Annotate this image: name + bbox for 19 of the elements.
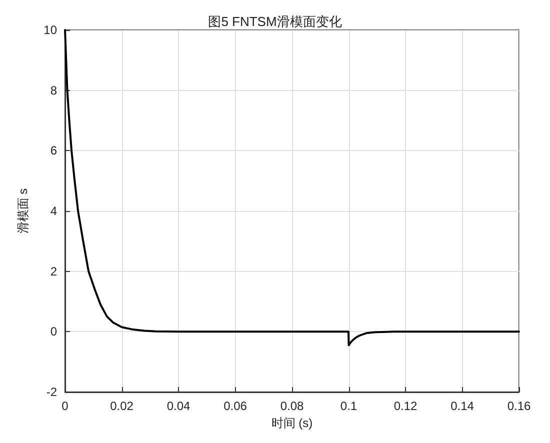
x-tick-label: 0.04 bbox=[166, 399, 190, 413]
x-tick-label: 0.1 bbox=[340, 399, 358, 413]
x-tick-label: 0.06 bbox=[224, 399, 248, 413]
y-tick-label: -2 bbox=[46, 385, 58, 399]
x-tick-label: 0.16 bbox=[507, 399, 531, 413]
y-tick-label: 0 bbox=[50, 324, 58, 339]
y-tick-label: 2 bbox=[50, 264, 58, 278]
x-tick-label: 0.12 bbox=[394, 399, 418, 413]
x-axis-title: 时间 (s) bbox=[271, 416, 313, 430]
y-tick-label: 10 bbox=[44, 23, 58, 37]
y-tick-label: 8 bbox=[50, 83, 58, 98]
y-axis-title: 滑模面 s bbox=[16, 188, 30, 234]
x-tick-label: 0.02 bbox=[110, 399, 134, 413]
x-tick-label: 0 bbox=[62, 399, 69, 413]
x-tick-label: 0.08 bbox=[280, 399, 304, 413]
x-tick-label: 0.14 bbox=[450, 399, 474, 413]
y-tick-label: 6 bbox=[50, 144, 58, 158]
y-tick-label: 4 bbox=[50, 204, 58, 218]
chart-title: 图5 FNTSM滑模面变化 bbox=[208, 14, 342, 29]
